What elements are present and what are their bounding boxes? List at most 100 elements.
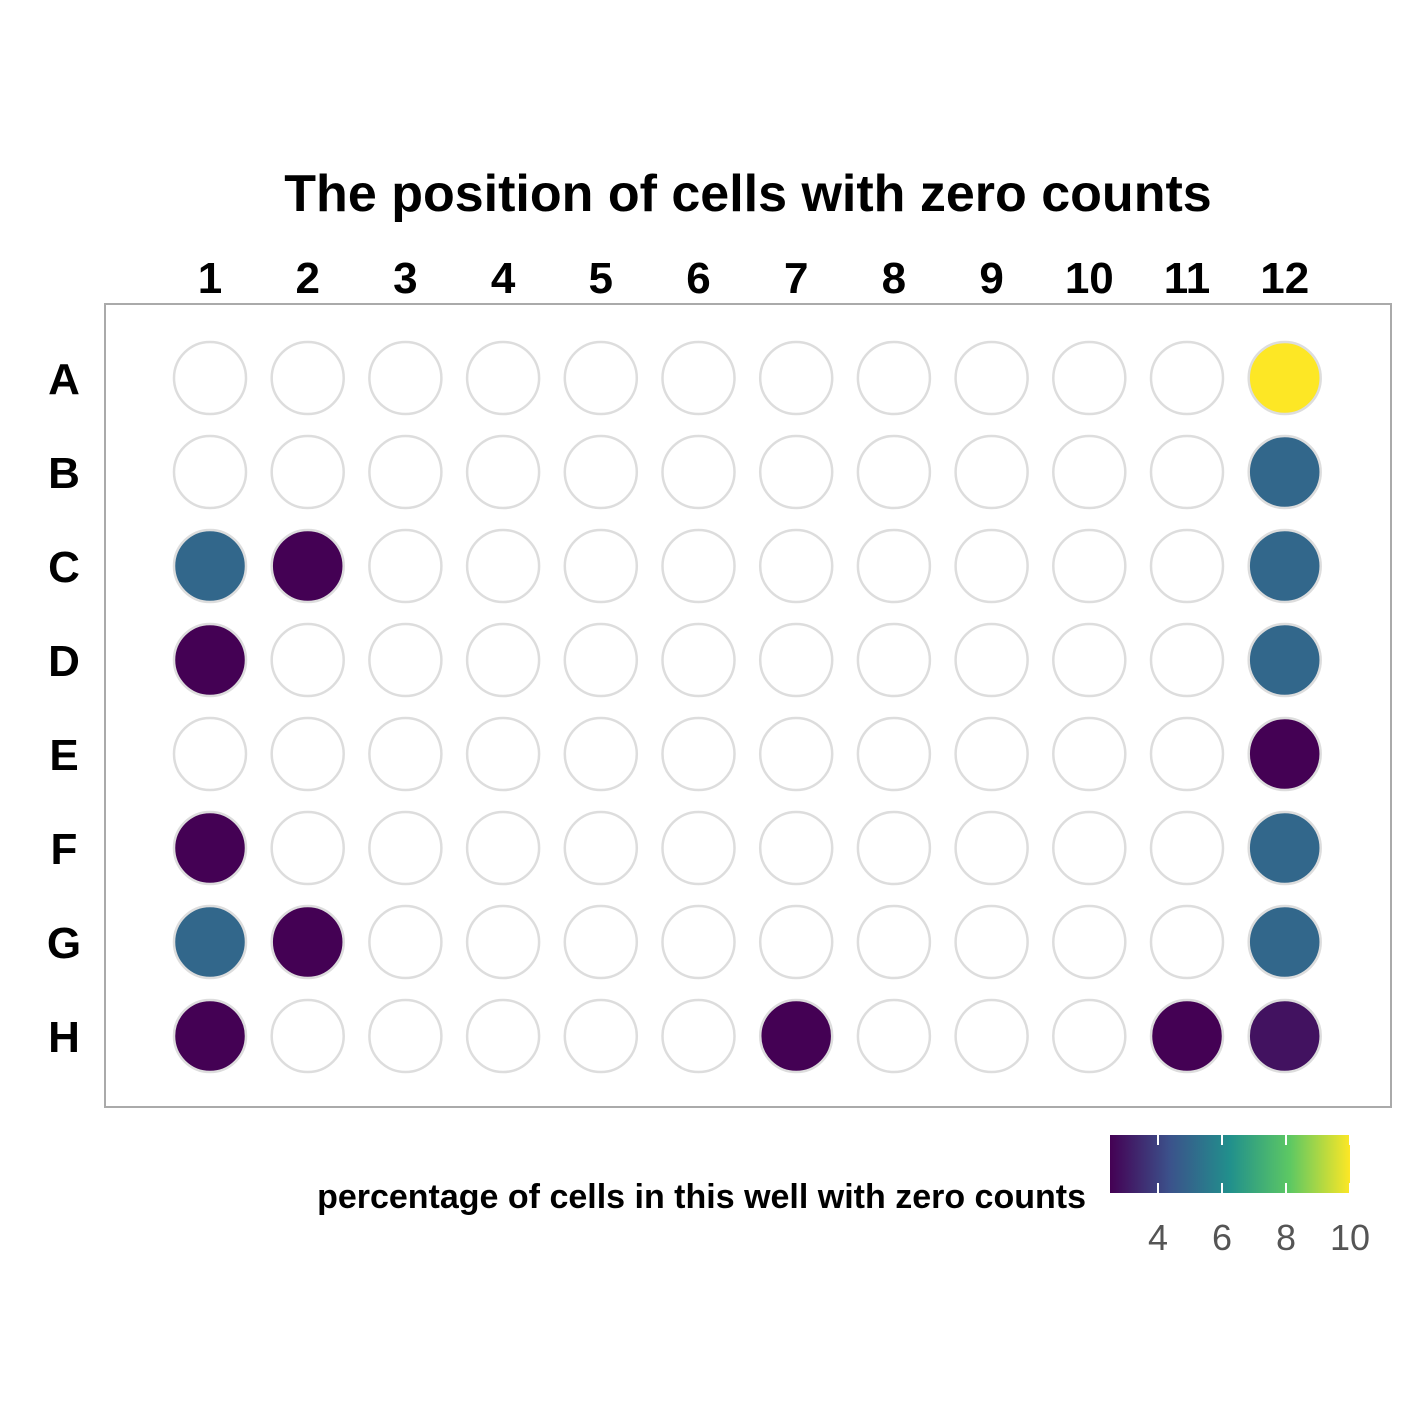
well-B12 bbox=[1247, 434, 1322, 510]
well-A2 bbox=[270, 340, 345, 416]
well-C5 bbox=[563, 528, 639, 604]
well-D12 bbox=[1247, 622, 1322, 698]
well-E5 bbox=[563, 716, 639, 792]
well-C1 bbox=[172, 528, 248, 604]
well-G9 bbox=[954, 904, 1029, 980]
plate-panel bbox=[104, 303, 1392, 1108]
well-B8 bbox=[856, 434, 932, 510]
well-B5 bbox=[563, 434, 639, 510]
column-label-2: 2 bbox=[295, 254, 319, 303]
chart-title: The position of cells with zero counts bbox=[284, 165, 1211, 223]
well-C8 bbox=[856, 528, 932, 604]
well-B4 bbox=[465, 434, 541, 510]
row-label-G: G bbox=[47, 919, 81, 968]
well-C6 bbox=[661, 528, 736, 604]
well-G5 bbox=[563, 904, 639, 980]
well-D1 bbox=[172, 622, 248, 698]
legend-tick-label-6: 6 bbox=[1212, 1217, 1232, 1258]
well-F12 bbox=[1247, 810, 1322, 886]
well-D4 bbox=[465, 622, 541, 698]
well-F9 bbox=[954, 810, 1029, 886]
well-A6 bbox=[661, 340, 736, 416]
well-B10 bbox=[1052, 434, 1127, 510]
well-H10 bbox=[1052, 998, 1127, 1074]
well-E11 bbox=[1149, 716, 1225, 792]
row-label-E: E bbox=[49, 731, 78, 780]
well-B11 bbox=[1149, 434, 1225, 510]
well-F3 bbox=[368, 810, 443, 886]
column-labels: 1 2 3 4 5 6 7 8 9 10 11 12 bbox=[198, 254, 1309, 303]
well-C11 bbox=[1149, 528, 1225, 604]
well-F11 bbox=[1149, 810, 1225, 886]
row-label-B: B bbox=[48, 449, 80, 498]
well-C2 bbox=[270, 528, 345, 604]
well-G10 bbox=[1052, 904, 1127, 980]
well-D8 bbox=[856, 622, 932, 698]
well-E10 bbox=[1052, 716, 1127, 792]
well-E8 bbox=[856, 716, 932, 792]
well-D11 bbox=[1149, 622, 1225, 698]
legend: percentage of cells in this well with ze… bbox=[317, 1135, 1370, 1258]
well-F8 bbox=[856, 810, 932, 886]
well-G3 bbox=[368, 904, 443, 980]
row-label-F: F bbox=[51, 825, 78, 874]
legend-title: percentage of cells in this well with ze… bbox=[317, 1178, 1086, 1216]
well-F2 bbox=[270, 810, 345, 886]
well-G12 bbox=[1247, 904, 1322, 980]
well-A10 bbox=[1052, 340, 1127, 416]
well-E6 bbox=[661, 716, 736, 792]
well-C4 bbox=[465, 528, 541, 604]
well-G6 bbox=[661, 904, 736, 980]
well-A8 bbox=[856, 340, 932, 416]
well-A12 bbox=[1247, 340, 1322, 416]
row-label-H: H bbox=[48, 1013, 80, 1062]
well-D6 bbox=[661, 622, 736, 698]
column-label-4: 4 bbox=[491, 254, 516, 303]
well-H5 bbox=[563, 998, 639, 1074]
well-A11 bbox=[1149, 340, 1225, 416]
well-A7 bbox=[758, 340, 834, 416]
column-label-12: 12 bbox=[1260, 254, 1309, 303]
well-B2 bbox=[270, 434, 345, 510]
well-B3 bbox=[368, 434, 443, 510]
well-G11 bbox=[1149, 904, 1225, 980]
column-label-1: 1 bbox=[198, 254, 222, 303]
well-F5 bbox=[563, 810, 639, 886]
well-A3 bbox=[368, 340, 443, 416]
row-label-C: C bbox=[48, 543, 80, 592]
well-G1 bbox=[172, 904, 248, 980]
column-label-10: 10 bbox=[1065, 254, 1114, 303]
well-B6 bbox=[661, 434, 736, 510]
well-C10 bbox=[1052, 528, 1127, 604]
well-H6 bbox=[661, 998, 736, 1074]
row-label-A: A bbox=[48, 355, 80, 404]
well-A4 bbox=[465, 340, 541, 416]
well-D10 bbox=[1052, 622, 1127, 698]
well-E1 bbox=[172, 716, 248, 792]
well-E12 bbox=[1247, 716, 1322, 792]
legend-ticks: 4 6 8 10 bbox=[1148, 1135, 1370, 1258]
well-E9 bbox=[954, 716, 1029, 792]
well-H12 bbox=[1247, 998, 1322, 1074]
well-F7 bbox=[758, 810, 834, 886]
wells bbox=[172, 340, 1322, 1074]
well-B9 bbox=[954, 434, 1029, 510]
well-H8 bbox=[856, 998, 932, 1074]
well-F10 bbox=[1052, 810, 1127, 886]
well-G4 bbox=[465, 904, 541, 980]
well-E2 bbox=[270, 716, 345, 792]
well-E7 bbox=[758, 716, 834, 792]
well-D9 bbox=[954, 622, 1029, 698]
column-label-9: 9 bbox=[979, 254, 1003, 303]
well-D5 bbox=[563, 622, 639, 698]
well-D2 bbox=[270, 622, 345, 698]
well-B1 bbox=[172, 434, 248, 510]
well-E3 bbox=[368, 716, 443, 792]
well-E4 bbox=[465, 716, 541, 792]
well-F4 bbox=[465, 810, 541, 886]
well-C12 bbox=[1247, 528, 1322, 604]
legend-colorbar bbox=[1110, 1135, 1350, 1193]
well-H7 bbox=[758, 998, 834, 1074]
